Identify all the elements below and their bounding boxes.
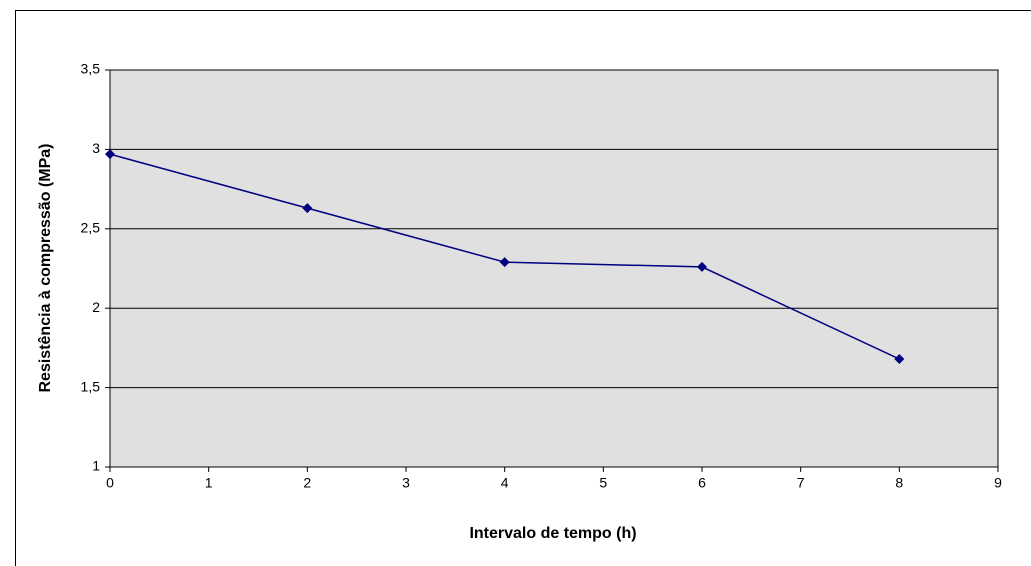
x-tick-label: 6 bbox=[698, 475, 706, 491]
x-tick-label: 7 bbox=[797, 475, 805, 491]
x-tick-label: 5 bbox=[599, 475, 607, 491]
x-tick-label: 4 bbox=[501, 475, 509, 491]
y-axis-title: Resistência à compressão (MPa) bbox=[37, 144, 54, 393]
marker bbox=[894, 354, 905, 365]
y-tick-label: 2 bbox=[92, 299, 100, 315]
x-tick-label: 3 bbox=[402, 475, 410, 491]
x-axis-title: Intervalo de tempo (h) bbox=[469, 525, 636, 542]
x-tick-label: 2 bbox=[303, 475, 311, 491]
marker bbox=[302, 203, 313, 214]
x-tick-label: 0 bbox=[106, 475, 114, 491]
plot-area bbox=[109, 69, 999, 468]
marker bbox=[105, 149, 115, 160]
y-tick-label: 3,5 bbox=[81, 61, 101, 77]
y-tick-label: 3 bbox=[92, 140, 100, 156]
x-tick-label: 8 bbox=[895, 475, 903, 491]
y-tick-label: 1,5 bbox=[81, 378, 101, 394]
x-tick-label: 1 bbox=[205, 475, 213, 491]
y-tick-label: 1 bbox=[92, 458, 100, 474]
x-tick-label: 9 bbox=[994, 475, 1002, 491]
y-tick-label: 2,5 bbox=[81, 220, 101, 236]
marker bbox=[499, 257, 510, 268]
marker bbox=[697, 261, 707, 272]
